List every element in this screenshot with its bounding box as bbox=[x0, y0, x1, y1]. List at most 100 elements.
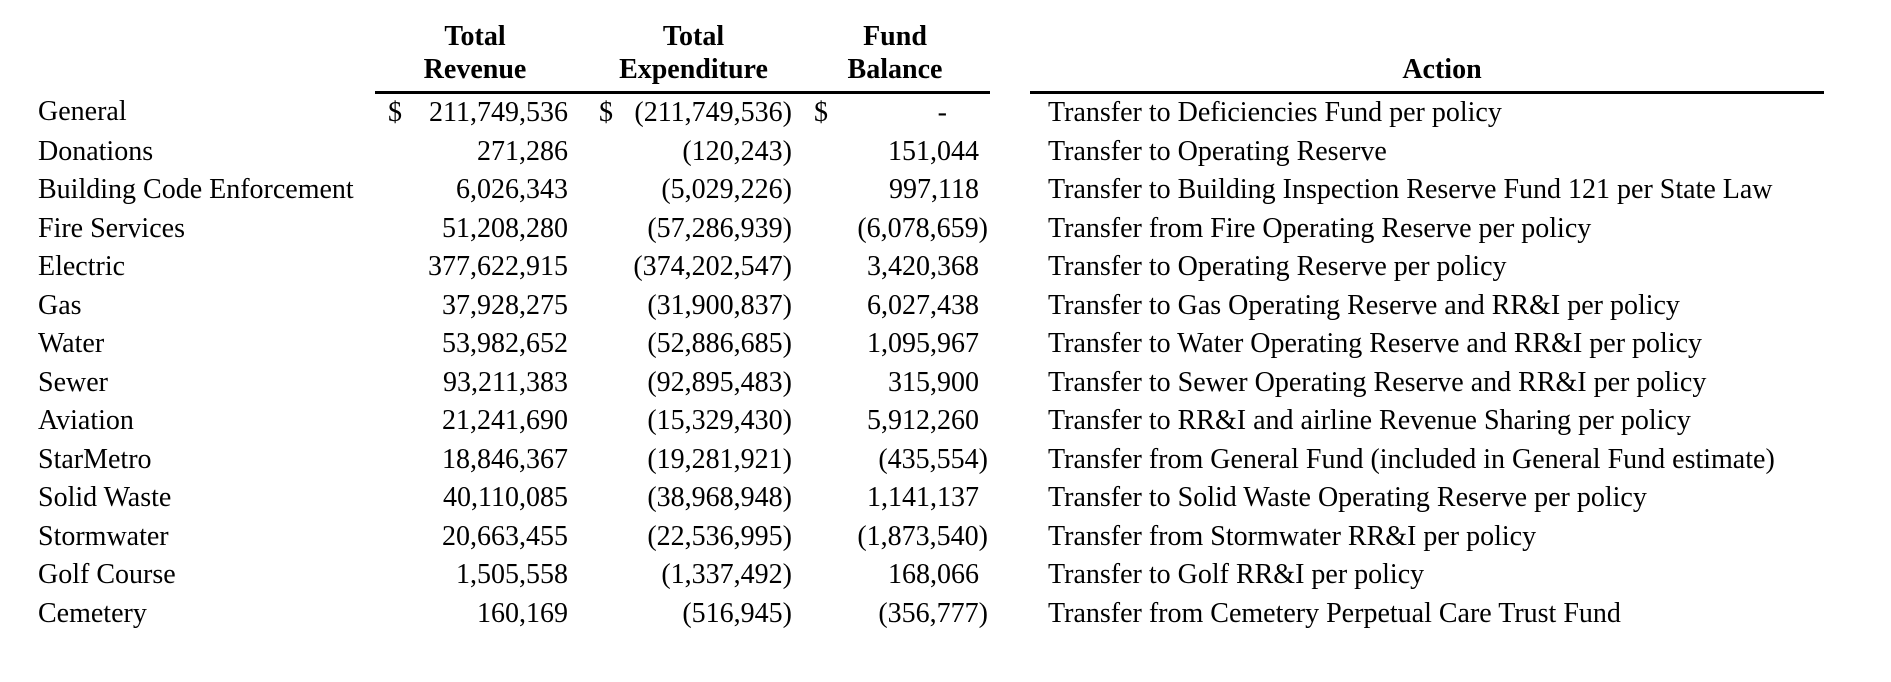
action-cell: Transfer to Sewer Operating Reserve and … bbox=[1048, 366, 1707, 398]
expenditure-cell: (5,029,226) bbox=[661, 174, 792, 205]
expenditure-cell: (15,329,430) bbox=[647, 405, 792, 436]
balance-cell: (6,078,659) bbox=[857, 212, 988, 244]
table-row: Solid Waste 40,110,085 (38,968,948) 1,14… bbox=[30, 479, 1824, 518]
balance-cell: 3,420,368 bbox=[867, 251, 979, 282]
table-header: Total Revenue Total Expenditure Fund Bal… bbox=[30, 0, 1824, 94]
revenue-cell: 6,026,343 bbox=[456, 174, 568, 205]
action-cell: Transfer to Solid Waste Operating Reserv… bbox=[1048, 482, 1647, 513]
fund-name-cell: StarMetro bbox=[38, 443, 152, 475]
balance-cell: 997,118 bbox=[889, 174, 979, 205]
header-line: Expenditure bbox=[619, 54, 768, 85]
table-row: Gas 37,928,275 (31,900,837) 6,027,438 Tr… bbox=[30, 287, 1824, 326]
header-line: Action bbox=[1402, 54, 1482, 85]
revenue-cell: 21,241,690 bbox=[442, 405, 568, 436]
table-row: Stormwater 20,663,455 (22,536,995) (1,87… bbox=[30, 518, 1824, 557]
balance-cell: 151,044 bbox=[888, 135, 979, 167]
balance-cell: (435,554) bbox=[878, 443, 988, 475]
header-line: Fund bbox=[863, 21, 927, 52]
action-cell: Transfer to Water Operating Reserve and … bbox=[1048, 328, 1703, 359]
fund-name-cell: Electric bbox=[38, 251, 126, 282]
balance-cell: 5,912,260 bbox=[867, 405, 979, 436]
expenditure-cell: $ (211,749,536) bbox=[575, 93, 800, 133]
balance-cell: $ - bbox=[800, 93, 990, 133]
col-header-action: Action bbox=[1030, 0, 1824, 94]
action-cell: Transfer to Deficiencies Fund per policy bbox=[1048, 97, 1502, 128]
expenditure-cell: (92,895,483) bbox=[647, 366, 792, 398]
col-header-fund-blank bbox=[30, 0, 375, 93]
action-cell: Transfer from Cemetery Perpetual Care Tr… bbox=[1048, 597, 1621, 629]
currency-symbol: $ bbox=[599, 97, 613, 128]
revenue-cell: 160,169 bbox=[477, 597, 568, 629]
table-row: Electric 377,622,915 (374,202,547) 3,420… bbox=[30, 248, 1824, 287]
revenue-cell: 37,928,275 bbox=[442, 289, 568, 321]
expenditure-cell: (52,886,685) bbox=[647, 328, 792, 359]
table-row: Golf Course 1,505,558 (1,337,492) 168,06… bbox=[30, 556, 1824, 595]
fund-summary-table: Total Revenue Total Expenditure Fund Bal… bbox=[30, 0, 1824, 633]
table-row: Aviation 21,241,690 (15,329,430) 5,912,2… bbox=[30, 402, 1824, 441]
action-cell: Transfer to Gas Operating Reserve and RR… bbox=[1048, 289, 1680, 321]
balance-cell: 315,900 bbox=[888, 366, 979, 398]
table-row: Donations 271,286 (120,243) 151,044 Tran… bbox=[30, 133, 1824, 172]
fund-name-cell: Building Code Enforcement bbox=[38, 174, 354, 205]
expenditure-cell: (38,968,948) bbox=[647, 482, 792, 513]
table-row: Sewer 93,211,383 (92,895,483) 315,900 Tr… bbox=[30, 364, 1824, 403]
balance-value: - bbox=[937, 97, 947, 128]
fund-name-cell: Solid Waste bbox=[38, 482, 172, 513]
header-gap bbox=[990, 0, 1030, 93]
fund-name-cell: Gas bbox=[38, 289, 82, 321]
revenue-cell: 40,110,085 bbox=[443, 482, 568, 513]
expenditure-cell: (22,536,995) bbox=[647, 520, 792, 552]
action-cell: Transfer to Golf RR&I per policy bbox=[1048, 559, 1425, 590]
currency-symbol: $ bbox=[814, 97, 828, 128]
table-row: StarMetro 18,846,367 (19,281,921) (435,5… bbox=[30, 441, 1824, 480]
expenditure-cell: (120,243) bbox=[682, 135, 792, 167]
header-line: Revenue bbox=[423, 54, 527, 85]
fund-name-cell: Sewer bbox=[38, 366, 108, 398]
table-row: Building Code Enforcement 6,026,343 (5,0… bbox=[30, 171, 1824, 210]
fund-name-cell: Donations bbox=[38, 135, 154, 167]
expenditure-value: (211,749,536) bbox=[634, 97, 792, 128]
header-line: Total bbox=[662, 21, 725, 52]
action-cell: Transfer from Stormwater RR&I per policy bbox=[1048, 520, 1537, 552]
header-line: Total bbox=[444, 21, 506, 52]
header-line: Balance bbox=[847, 54, 943, 85]
revenue-cell: $211,749,536 bbox=[375, 93, 575, 133]
expenditure-cell: (516,945) bbox=[682, 597, 792, 629]
table-row: Fire Services 51,208,280 (57,286,939) (6… bbox=[30, 210, 1824, 249]
fund-name-cell: Golf Course bbox=[38, 559, 176, 590]
balance-cell: 1,141,137 bbox=[867, 482, 979, 513]
balance-cell: (1,873,540) bbox=[857, 520, 988, 552]
expenditure-cell: (1,337,492) bbox=[661, 559, 792, 590]
table-row: Water 53,982,652 (52,886,685) 1,095,967 … bbox=[30, 325, 1824, 364]
balance-cell: 168,066 bbox=[888, 559, 979, 590]
action-cell: Transfer to Building Inspection Reserve … bbox=[1048, 174, 1773, 205]
fund-name-cell: General bbox=[38, 96, 127, 128]
fund-name-cell: Aviation bbox=[38, 405, 134, 436]
col-header-total-expenditure: Total Expenditure bbox=[575, 0, 800, 94]
expenditure-cell: (31,900,837) bbox=[647, 289, 792, 321]
fund-name-cell: Cemetery bbox=[38, 597, 147, 629]
table-row: Cemetery 160,169 (516,945) (356,777) Tra… bbox=[30, 595, 1824, 634]
col-header-fund-balance: Fund Balance bbox=[800, 0, 990, 94]
col-header-total-revenue: Total Revenue bbox=[375, 0, 575, 94]
fund-name-cell: Fire Services bbox=[38, 212, 185, 244]
expenditure-cell: (19,281,921) bbox=[647, 443, 792, 475]
fund-name-cell: Water bbox=[38, 328, 105, 359]
action-cell: Transfer to RR&I and airline Revenue Sha… bbox=[1048, 405, 1691, 436]
expenditure-cell: (374,202,547) bbox=[633, 251, 792, 282]
action-cell: Transfer to Operating Reserve per policy bbox=[1048, 251, 1507, 282]
action-cell: Transfer to Operating Reserve bbox=[1048, 135, 1387, 167]
revenue-cell: 51,208,280 bbox=[442, 212, 568, 244]
revenue-cell: 18,846,367 bbox=[442, 443, 568, 475]
revenue-cell: 20,663,455 bbox=[442, 520, 568, 552]
currency-symbol: $ bbox=[388, 97, 402, 128]
revenue-cell: 271,286 bbox=[477, 135, 568, 167]
fund-name-cell: Stormwater bbox=[38, 520, 169, 552]
revenue-value: 211,749,536 bbox=[429, 97, 568, 128]
revenue-cell: 1,505,558 bbox=[456, 559, 568, 590]
action-cell: Transfer from General Fund (included in … bbox=[1048, 443, 1775, 475]
action-cell: Transfer from Fire Operating Reserve per… bbox=[1048, 212, 1592, 244]
revenue-cell: 53,982,652 bbox=[442, 328, 568, 359]
balance-cell: (356,777) bbox=[878, 597, 988, 629]
balance-cell: 1,095,967 bbox=[867, 328, 979, 359]
